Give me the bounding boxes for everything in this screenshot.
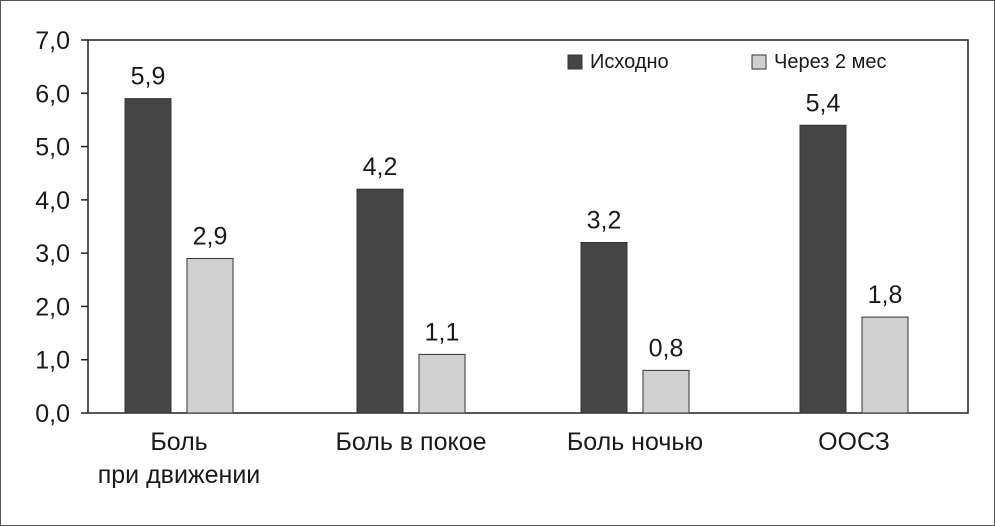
y-tick-label: 3,0	[35, 240, 70, 268]
data-label: 3,2	[587, 206, 622, 234]
y-tick-label: 2,0	[35, 293, 70, 321]
bar-followup	[186, 257, 234, 414]
data-label: 4,2	[363, 153, 398, 181]
legend-swatch	[567, 54, 583, 70]
legend-label: Через 2 мес	[774, 51, 887, 73]
bar-followup	[418, 353, 466, 414]
x-category-label: Боль	[150, 428, 207, 456]
y-tick-label: 4,0	[35, 187, 70, 215]
data-label: 0,8	[649, 334, 684, 362]
y-tick-label: 0,0	[35, 400, 70, 428]
x-category-label: Боль в покое	[335, 428, 486, 456]
bar-baseline	[580, 241, 628, 414]
data-label: 1,8	[868, 281, 903, 309]
legend-label: Исходно	[590, 51, 669, 73]
data-label: 2,9	[193, 222, 228, 250]
data-label: 1,1	[425, 318, 460, 346]
bar-baseline	[356, 188, 404, 414]
bar-followup	[861, 316, 909, 414]
y-tick-label: 6,0	[35, 80, 70, 108]
y-tick-label: 5,0	[35, 134, 70, 162]
x-category-label: при движении	[98, 461, 261, 489]
bar-followup	[642, 369, 690, 414]
plot-area	[87, 39, 969, 414]
y-tick-label: 1,0	[35, 347, 70, 375]
bar-baseline	[799, 124, 847, 414]
y-tick-label: 7,0	[35, 27, 70, 55]
x-category-label: Боль ночью	[567, 428, 703, 456]
data-label: 5,4	[806, 89, 841, 117]
x-category-label: ООСЗ	[818, 428, 890, 456]
legend-swatch	[751, 54, 767, 70]
bar-baseline	[124, 98, 172, 414]
data-label: 5,9	[131, 63, 166, 91]
